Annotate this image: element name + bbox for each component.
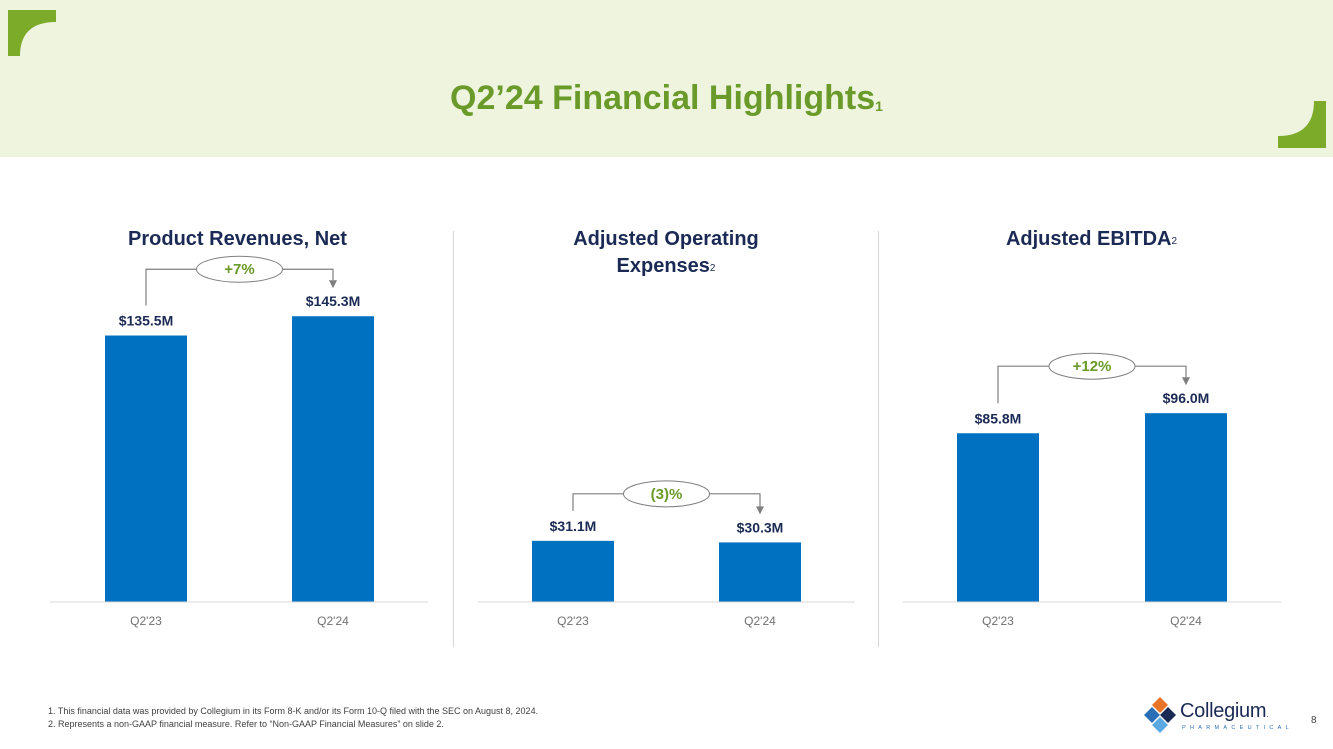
page-number: 8: [1311, 715, 1317, 726]
logo-trademark: .: [1266, 710, 1269, 719]
chart-title-line-2-text: Expenses: [616, 255, 710, 277]
change-arrowhead: [329, 280, 337, 289]
chart-panel-adjusted-operating-expenses: Adjusted Operating Expenses2 $31.1M Q2'23…: [478, 226, 855, 628]
chart-title-line-1: Adjusted Operating: [573, 228, 759, 250]
data-label: $96.0M: [1163, 390, 1210, 406]
logo-wordmark: Collegium.: [1180, 700, 1268, 723]
corner-accent-bottom-right: [1278, 101, 1326, 148]
bar: [532, 540, 614, 602]
chart-title-text: Adjusted EBITDA: [1005, 228, 1172, 250]
chart-adjusted-operating-expenses: $31.1M Q2'23 $30.3M Q2'24 (3)%: [478, 480, 855, 628]
data-label: $145.3M: [306, 293, 360, 309]
chart-title-footnote-ref: 2: [1171, 236, 1178, 247]
data-label: $85.8M: [975, 410, 1022, 426]
change-pill: [623, 480, 710, 508]
x-tick-label: Q2'24: [1170, 614, 1202, 628]
data-label: $30.3M: [737, 519, 784, 535]
chart-title-line-2: Expenses2: [478, 253, 854, 280]
x-tick-label: Q2'24: [317, 614, 349, 628]
change-label: +12%: [1073, 358, 1112, 375]
logo-subtitle: PHARMACEUTICAL: [1182, 725, 1293, 731]
chart-title-text: Product Revenues, Net: [128, 228, 347, 250]
company-logo: Collegium. PHARMACEUTICAL: [1140, 695, 1289, 737]
chart-title: Adjusted EBITDA2: [903, 226, 1280, 253]
change-label: (3)%: [651, 486, 683, 503]
slide-title-text: Q2’24 Financial Highlights: [450, 79, 876, 117]
bar: [957, 433, 1039, 602]
chart-title-footnote-ref: 2: [709, 263, 716, 274]
data-label: $31.1M: [550, 518, 597, 534]
slide-title: Q2’24 Financial Highlights1: [0, 70, 1333, 126]
logo-name: Collegium: [1180, 700, 1267, 722]
bar: [292, 316, 374, 602]
corner-accent-top-left: [8, 10, 56, 56]
bar: [105, 335, 187, 602]
collegium-logo-mark-icon: [1144, 697, 1176, 733]
panel-divider-1: [453, 231, 454, 647]
x-tick-label: Q2'23: [557, 614, 589, 628]
x-tick-label: Q2'24: [744, 614, 776, 628]
chart-title: Adjusted Operating Expenses2: [478, 226, 854, 280]
change-arrowhead: [1182, 377, 1190, 386]
chart-panel-product-revenues: Product Revenues, Net $135.5M Q2'23 $145.3…: [0, 0, 453, 749]
footnotes: 1. This financial data was provided by C…: [48, 705, 538, 731]
chart-title: Product Revenues, Net: [50, 226, 425, 253]
footnote-2: 2. Represents a non-GAAP financial measu…: [48, 719, 444, 729]
data-label: $135.5M: [119, 313, 173, 329]
change-pill: [196, 255, 283, 283]
header-band: [0, 0, 1333, 157]
x-tick-label: Q2'23: [982, 614, 1014, 628]
bar: [719, 542, 801, 602]
footnote-1: 1. This financial data was provided by C…: [48, 706, 539, 716]
bar: [1145, 413, 1227, 602]
x-tick-label: Q2'23: [130, 614, 162, 628]
change-label: +7%: [224, 261, 254, 278]
change-pill: [1048, 352, 1136, 380]
slide-title-footnote-ref: 1: [875, 98, 883, 114]
panel-divider-2: [878, 231, 879, 647]
change-arrowhead: [756, 506, 764, 515]
chart-product-revenues: $135.5M Q2'23 $145.3M Q2'24 +7%: [50, 255, 428, 628]
